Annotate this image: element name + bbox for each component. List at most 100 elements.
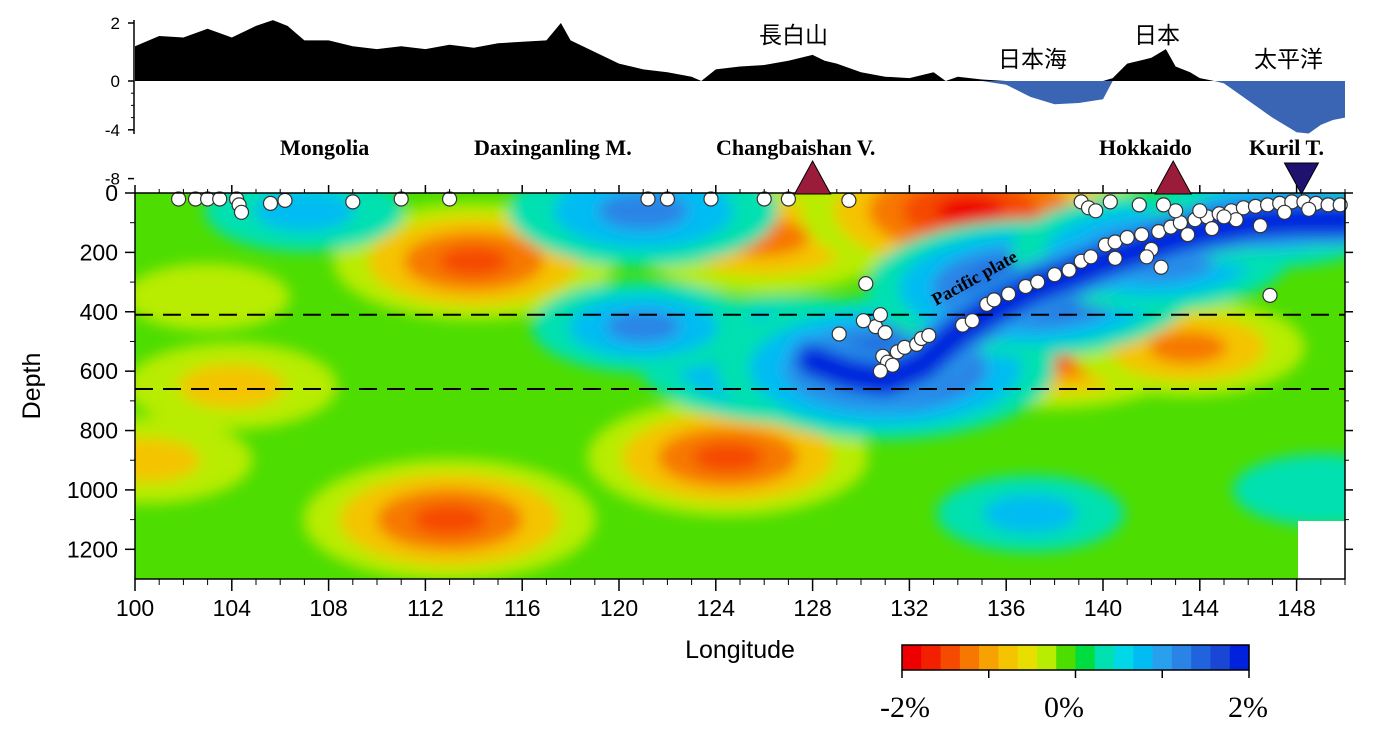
earthquake-marker (872, 363, 889, 379)
earthquake-marker (1030, 274, 1046, 290)
x-tick-label: 136 (987, 595, 1025, 621)
topography-tick-label: -4 (105, 121, 120, 140)
x-tick-label: 144 (1181, 595, 1220, 621)
earthquake-marker (171, 191, 187, 207)
anomaly-contour (983, 494, 1078, 533)
x-tick-label: 128 (793, 595, 831, 621)
y-tick-label: 400 (80, 299, 118, 325)
y-tick-label: 600 (80, 358, 118, 384)
volcano-marker (1154, 159, 1193, 195)
earthquake-marker (640, 191, 656, 207)
y-tick-label: 0 (105, 180, 118, 206)
x-tick-label: 124 (697, 595, 736, 621)
topography-ticks: 2 0 -4 -8 (105, 14, 134, 189)
earthquake-marker (872, 307, 889, 323)
anomaly-contour (135, 438, 200, 482)
earthquake-marker (1000, 286, 1017, 302)
x-tick-label: 112 (407, 595, 444, 621)
region-label-kuril: Kuril T. (1249, 135, 1324, 160)
region-label-hokkaido: Hokkaido (1099, 135, 1192, 160)
x-tick-label: 108 (309, 595, 347, 621)
earthquake-marker (1153, 259, 1169, 275)
earthquake-marker (1138, 249, 1155, 265)
earthquake-marker (855, 313, 872, 329)
earthquake-marker (756, 191, 772, 207)
anomaly-contour (692, 442, 763, 472)
region-label-mongolia: Mongolia (280, 135, 369, 160)
topography-tick-label: -8 (105, 170, 120, 189)
label-japan-jp: 日本 (1134, 23, 1180, 49)
colorbar-swatch (1056, 645, 1077, 670)
colorbar-swatch (1036, 645, 1057, 670)
colorbar-label-max: 2% (1228, 691, 1268, 724)
colorbar-swatch (1017, 645, 1038, 670)
earthquake-marker (831, 326, 847, 342)
earthquake-marker (233, 204, 250, 220)
topography-tick-label: 2 (111, 14, 120, 33)
colorbar-swatch (998, 645, 1019, 670)
volcano-marker (793, 159, 832, 195)
region-label-changbaishan: Changbaishan V. (716, 135, 875, 160)
earthquake-marker (1107, 250, 1123, 266)
colorbar-label-min: -2% (880, 691, 930, 724)
x-tick-label: 100 (116, 595, 154, 621)
anomaly-contour (438, 246, 509, 276)
earthquake-marker (877, 325, 893, 341)
x-tick-label: 120 (600, 595, 638, 621)
anomaly-contour (606, 311, 681, 342)
x-tick-label: 116 (504, 595, 541, 621)
earthquake-marker (1083, 249, 1099, 265)
colorbar-label-zero: 0% (1044, 691, 1084, 724)
label-changbaishan-jp: 長白山 (759, 23, 828, 49)
anomaly-contour (1148, 331, 1227, 364)
earthquake-marker (1167, 203, 1184, 219)
colorbar-swatch (1114, 645, 1134, 670)
colorbar-swatch (959, 645, 980, 670)
plot-axes: 100 104 108 112 116 120 124 128 132 136 140 144 148 0… (67, 180, 1353, 621)
earthquake-marker (858, 276, 874, 292)
y-axis-title: Depth (18, 353, 46, 420)
earthquake-marker (1252, 218, 1268, 234)
y-tick-label: 800 (80, 418, 118, 444)
anomaly-contour (1232, 454, 1345, 526)
anomaly-contour (179, 364, 285, 408)
no-data-corner (1298, 521, 1345, 579)
x-tick-label: 140 (1084, 595, 1122, 621)
trench-marker (1283, 162, 1320, 196)
label-sea-of-japan-jp: 日本海 (998, 47, 1067, 73)
topography-panel: 2 0 -4 -8 (105, 14, 1345, 189)
earthquake-marker (1155, 197, 1172, 213)
earthquake-marker (262, 195, 279, 211)
topography-land (135, 20, 1345, 82)
region-label-daxinganling: Daxinganling M. (474, 135, 632, 160)
colorbar-swatch (1229, 645, 1250, 670)
earthquake-marker (1046, 267, 1063, 283)
earthquake-marker (442, 191, 458, 207)
earthquake-marker (986, 292, 1002, 308)
earthquake-marker (345, 194, 361, 210)
earthquake-marker (1134, 227, 1150, 243)
earthquake-marker (921, 327, 937, 344)
anomaly-contour (413, 504, 487, 535)
x-axis-title: Longitude (685, 636, 795, 664)
tomography-plot: Pacific plate 100 104 108 112 116 120 124 128 13… (67, 159, 1353, 621)
earthquake-marker (1216, 209, 1232, 225)
earthquake-marker (1204, 221, 1220, 237)
label-pacific-jp: 太平洋 (1254, 47, 1323, 73)
earthquake-marker (884, 357, 901, 373)
y-tick-label: 1000 (67, 477, 118, 503)
earthquake-marker (659, 191, 676, 207)
topography-tick-label: 0 (111, 72, 120, 91)
colorbar-swatch (1075, 645, 1096, 670)
colorbar-swatch (940, 645, 961, 670)
anomaly-contour (135, 263, 290, 331)
colorbar-swatch (1133, 645, 1154, 670)
earthquake-marker (1180, 227, 1196, 243)
x-tick-label: 132 (890, 595, 928, 621)
volcano-markers (793, 159, 1320, 196)
earthquake-marker (1088, 203, 1104, 219)
earthquake-marker (1061, 262, 1077, 278)
earthquake-marker (1262, 287, 1278, 303)
colorbar-swatch (1210, 645, 1231, 670)
